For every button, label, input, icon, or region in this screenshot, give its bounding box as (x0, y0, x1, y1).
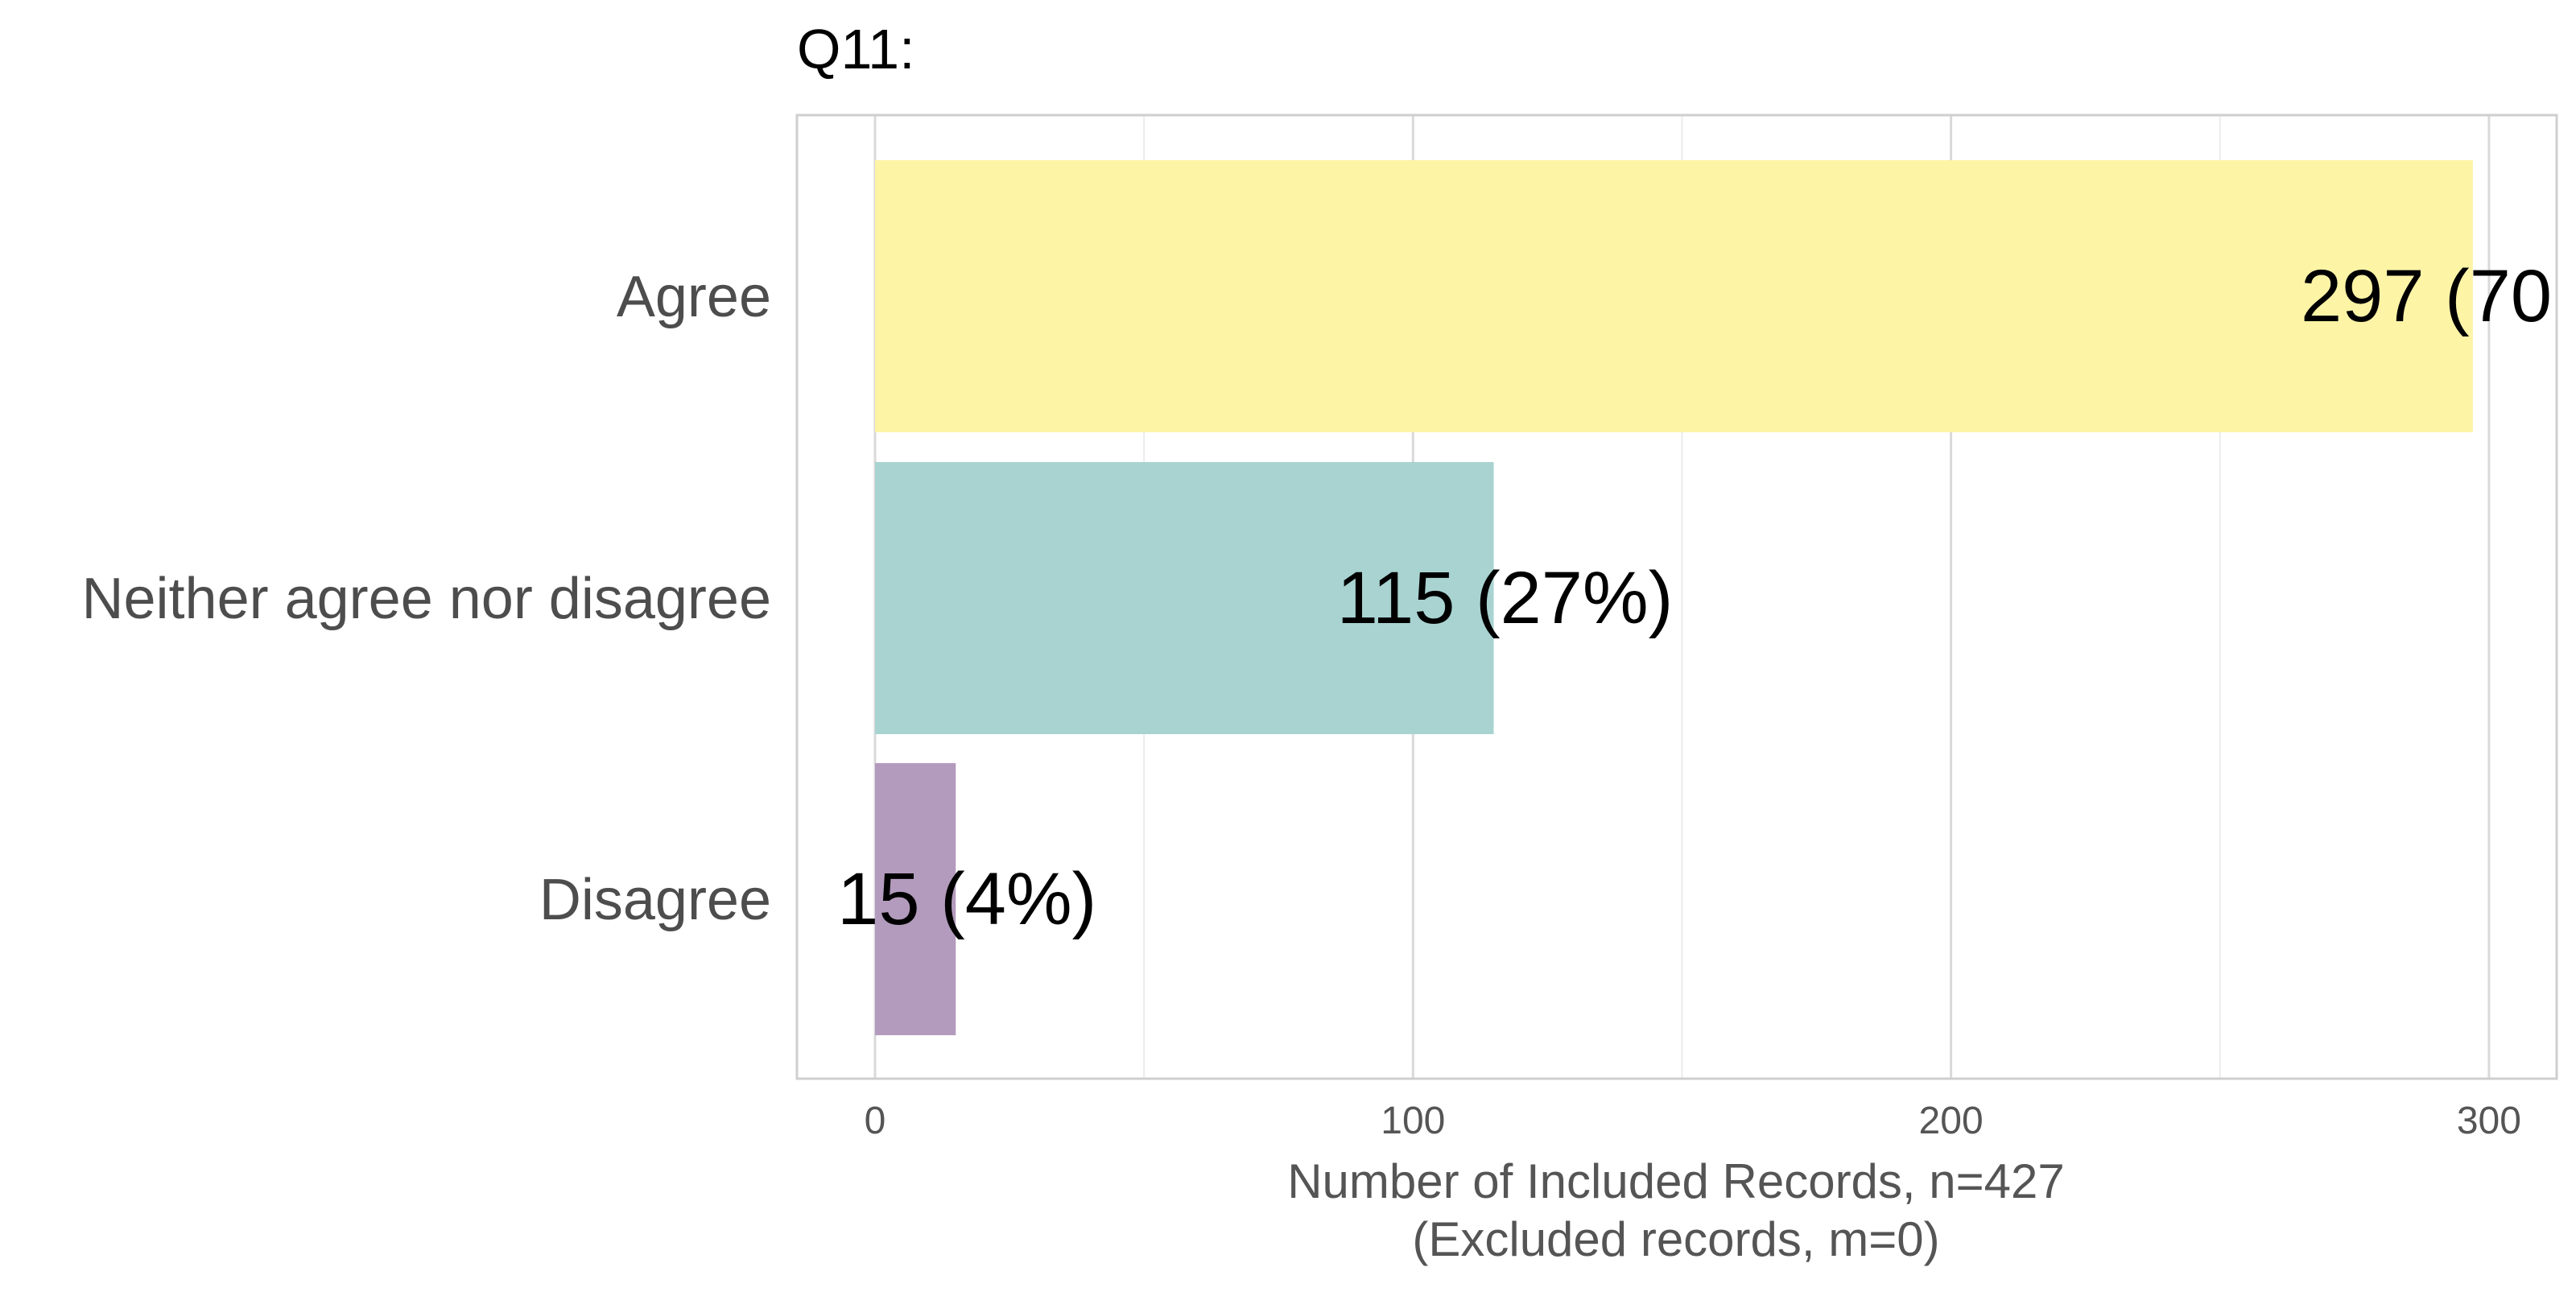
data-label: 15 (4%) (837, 858, 1096, 940)
x-tick-label: 300 (2457, 1100, 2521, 1142)
x-axis-subtitle: (Excluded records, m=0) (1412, 1212, 1939, 1266)
x-tick-label: 100 (1381, 1100, 1445, 1142)
data-label: 115 (27%) (1337, 557, 1674, 639)
panel-border (795, 114, 2558, 1080)
bar-agree (875, 160, 2473, 432)
y-tick-label: Neither agree nor disagree (81, 567, 771, 631)
x-tick-label: 200 (1919, 1100, 1984, 1142)
x-tick-labels: 0 100 200 300 (865, 1100, 2521, 1142)
chart-title: Q11: (797, 18, 915, 80)
bar-neither-agree-nor-disagree (875, 462, 1494, 734)
x-axis-title: Number of Included Records, n=427 (1287, 1154, 2065, 1208)
data-labels: 297 (70 115 (27%) 15 (4%) (837, 255, 2552, 940)
y-tick-label: Agree (617, 265, 771, 329)
y-tick-labels: Agree Neither agree nor disagree Disagree (81, 265, 771, 932)
bar-disagree (875, 763, 956, 1035)
bars (875, 160, 2473, 1035)
x-tick-label: 0 (865, 1100, 886, 1142)
y-tick-label: Disagree (539, 868, 771, 932)
data-label: 297 (70 (2301, 255, 2552, 337)
